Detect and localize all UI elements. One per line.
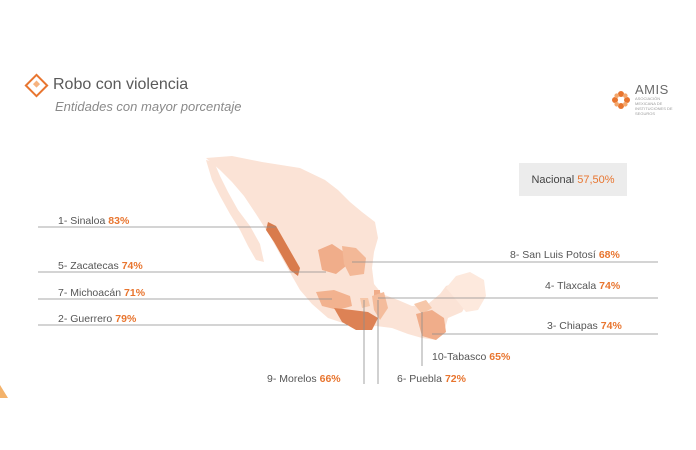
logo-subtitle: ASOCIACIÓN MEXICANA DE INSTITUCIONES DE … (635, 96, 673, 116)
label-tabasco: 10-Tabasco 65% (432, 351, 511, 363)
page-subtitle: Entidades con mayor porcentaje (55, 99, 242, 114)
page-title: Robo con violencia (53, 76, 189, 93)
national-value: 57,50% (577, 173, 615, 186)
logo-name: AMIS (635, 82, 669, 97)
guerrero-state (334, 308, 378, 330)
corner-decoration (0, 385, 8, 398)
morelos-state (360, 298, 370, 308)
national-box: Nacional 57,50% (519, 163, 627, 196)
label-zacatecas: 5- Zacatecas 74% (58, 260, 143, 272)
michoacan-state (316, 290, 352, 310)
san-luis-potosi-state (342, 246, 366, 276)
label-puebla: 6- Puebla 72% (397, 373, 466, 385)
baja-california-shape (206, 160, 264, 262)
label-guerrero: 2- Guerrero 79% (58, 313, 137, 325)
national-label: Nacional (531, 173, 575, 186)
label-tlaxcala: 4- Tlaxcala 74% (545, 280, 621, 292)
label-morelos: 9- Morelos 66% (267, 373, 341, 385)
title-row: Robo con violencia (24, 72, 189, 98)
yucatan-shape (446, 272, 486, 312)
chiapas-state (416, 310, 446, 340)
zacatecas-state (318, 244, 346, 274)
amis-logo: AMIS ASOCIACIÓN MEXICANA DE INSTITUCIONE… (611, 83, 679, 116)
puebla-state (372, 292, 388, 320)
label-michoacan: 7- Michoacán 71% (58, 287, 146, 299)
sinaloa-state (266, 222, 300, 276)
label-chiapas: 3- Chiapas 74% (547, 320, 622, 332)
amis-flower-icon (612, 90, 630, 109)
label-sinaloa: 1- Sinaloa 83% (58, 215, 130, 227)
label-san-luis-potosi: 8- San Luis Potosí 68% (510, 249, 620, 261)
leader-lines (38, 226, 658, 384)
tabasco-state (414, 300, 432, 314)
